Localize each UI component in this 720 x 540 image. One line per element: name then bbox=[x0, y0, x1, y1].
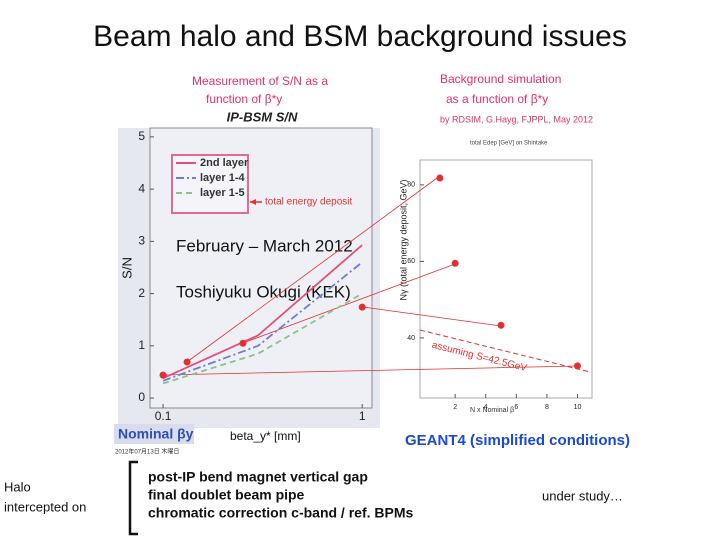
data-point bbox=[358, 303, 366, 311]
reference-line bbox=[419, 329, 591, 373]
chart-heading: Measurement of S/N as a bbox=[192, 74, 328, 88]
plot-frame bbox=[419, 159, 593, 399]
data-point bbox=[159, 371, 167, 379]
caption: GEANT4 (simplified conditions) bbox=[405, 432, 630, 449]
data-point bbox=[239, 339, 247, 347]
annotation: February – March 2012 bbox=[176, 236, 353, 255]
y-axis-label: S/N bbox=[119, 257, 134, 279]
y-tick-label: 60 bbox=[407, 258, 415, 265]
y-tick-label: 3 bbox=[138, 234, 145, 248]
annotation: total energy deposit bbox=[265, 197, 353, 208]
plots: 0 1 2 3 4 5 0.1 1 S/N 2nd layer layer 1-4 layer 1-5… bbox=[119, 129, 581, 423]
data-point bbox=[183, 358, 191, 366]
x-tick-label: 2 bbox=[453, 404, 457, 411]
chart-heading: as a function of β*y bbox=[446, 92, 548, 106]
y-tick-label: 1 bbox=[138, 338, 145, 352]
x-axis-label: beta_y* [mm] bbox=[230, 429, 301, 443]
halo-label: Halo bbox=[4, 479, 31, 494]
x-axis-label: N x Nominal β bbox=[470, 407, 514, 414]
series-line bbox=[162, 244, 363, 380]
y-tick-label: 0 bbox=[138, 390, 145, 404]
data-point bbox=[436, 174, 444, 182]
list-item: post-IP bend magnet vertical gap bbox=[148, 469, 368, 485]
x-tick-label: 10 bbox=[574, 404, 582, 411]
annotation: Toshiyuku Okugi (KEK) bbox=[176, 282, 351, 301]
y-tick-label: 80 bbox=[407, 182, 415, 189]
bracket bbox=[128, 460, 138, 536]
chart-heading: Background simulation bbox=[440, 72, 561, 86]
chart-subtitle: total Edep [GeV] on Shintake bbox=[470, 141, 548, 147]
connector bbox=[162, 177, 578, 376]
legend-label: layer 1-5 bbox=[200, 187, 245, 199]
label-box bbox=[114, 424, 194, 444]
legend-label: 2nd layer bbox=[200, 157, 249, 169]
series-line bbox=[162, 292, 363, 385]
y-tick-label: 5 bbox=[138, 129, 145, 143]
y-tick-label: 2 bbox=[138, 286, 145, 300]
halo-label: intercepted on bbox=[4, 499, 86, 514]
y-tick-label: 40 bbox=[407, 335, 415, 342]
data-point bbox=[573, 362, 581, 370]
legend-label: layer 1-4 bbox=[200, 172, 246, 184]
x-tick-label: 1 bbox=[359, 409, 366, 423]
legend-box bbox=[171, 154, 249, 214]
data-point bbox=[497, 321, 505, 329]
status: under study… bbox=[542, 488, 623, 503]
x-tick-label: 4 bbox=[484, 404, 488, 411]
chart-heading: function of β*y bbox=[206, 92, 282, 106]
list-item: final doublet beam pipe bbox=[148, 487, 305, 503]
chart-title: IP-BSM S/N bbox=[227, 109, 298, 124]
annotation: 2012年07月13日 木曜日 bbox=[115, 448, 179, 456]
arrowhead bbox=[250, 199, 256, 205]
annotation: Nominal βy bbox=[118, 426, 194, 442]
y-axis-label: Nγ (total energy deposit, GeV) bbox=[398, 179, 408, 300]
series-line bbox=[162, 261, 363, 382]
x-tick-label: 6 bbox=[514, 404, 518, 411]
x-tick-label: 8 bbox=[545, 404, 549, 411]
y-tick-label: 4 bbox=[138, 181, 145, 195]
list-item: chromatic correction c-band / ref. BPMs bbox=[148, 505, 413, 521]
slide-title: Beam halo and BSM background issues bbox=[93, 20, 627, 53]
chart-heading: by RDSIM, G.Hayg, FJPPL, May 2012 bbox=[440, 114, 593, 124]
data-point bbox=[451, 259, 459, 267]
x-tick-label: 0.1 bbox=[155, 409, 172, 423]
